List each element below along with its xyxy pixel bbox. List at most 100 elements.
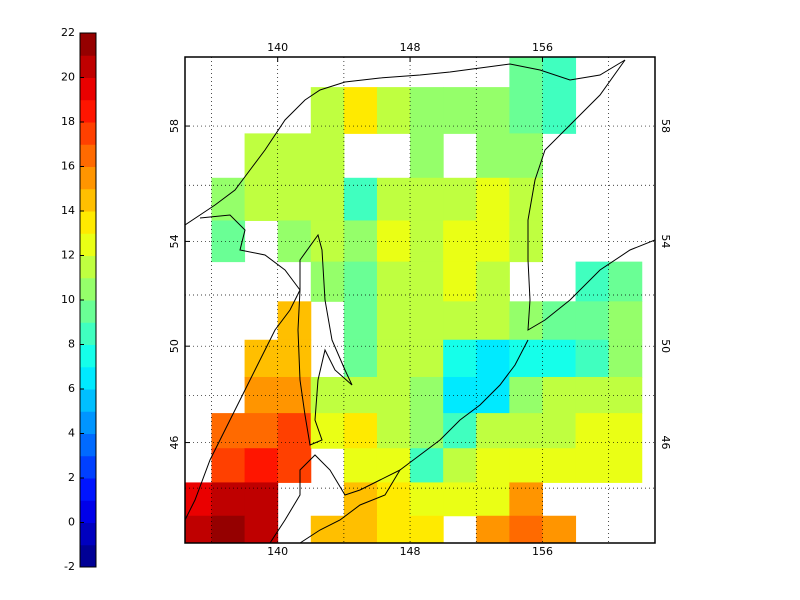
colorbar-segment bbox=[80, 322, 96, 345]
field-cell bbox=[608, 413, 643, 449]
colorbar-segment bbox=[80, 433, 96, 457]
field-cell bbox=[211, 448, 246, 483]
field-cell bbox=[376, 339, 411, 378]
field-cell bbox=[575, 301, 610, 341]
field-cell bbox=[410, 220, 444, 263]
field-cell bbox=[310, 261, 345, 302]
x-tick-label-top: 156 bbox=[532, 41, 553, 54]
field-cell bbox=[476, 87, 510, 134]
field-cell bbox=[608, 448, 643, 483]
field-cell bbox=[410, 448, 444, 483]
field-cell bbox=[343, 482, 378, 517]
field-cell bbox=[376, 515, 411, 543]
field-cell bbox=[343, 413, 378, 449]
field-cell bbox=[244, 448, 279, 483]
field-cell bbox=[277, 376, 312, 414]
field-cell bbox=[542, 413, 577, 449]
field-cell bbox=[476, 515, 510, 543]
colorbar-segment bbox=[80, 33, 96, 56]
field-cell bbox=[443, 448, 477, 483]
field-cell bbox=[343, 177, 378, 221]
colorbar-tick-label: 18 bbox=[61, 115, 75, 128]
colorbar-tick-label: 16 bbox=[61, 160, 75, 173]
field-cell bbox=[476, 261, 510, 302]
colorbar: -2 0 2 4 6 8 10 12 14 16 18 20 22 bbox=[61, 26, 96, 573]
field-cell bbox=[542, 301, 577, 341]
colorbar-tick-label: 2 bbox=[68, 471, 75, 484]
colorbar-segment bbox=[80, 99, 96, 123]
colorbar-tick-label: 10 bbox=[61, 293, 75, 306]
field-cell bbox=[542, 515, 577, 543]
field-cell bbox=[476, 448, 510, 483]
field-cell bbox=[277, 448, 312, 483]
coast-kamchatka bbox=[527, 59, 655, 331]
colorbar-segment bbox=[80, 55, 96, 78]
x-tick-label-top: 140 bbox=[267, 41, 288, 54]
field-cell bbox=[509, 133, 543, 179]
field-cell bbox=[608, 261, 643, 302]
field-cell bbox=[443, 376, 477, 414]
colorbar-segment bbox=[80, 233, 96, 256]
field bbox=[185, 57, 643, 543]
colorbar-segment bbox=[80, 500, 96, 523]
coast-sakhalin bbox=[297, 233, 353, 446]
field-cell bbox=[343, 515, 378, 543]
y-tick-label-left: 50 bbox=[168, 339, 181, 353]
field-cell bbox=[509, 448, 543, 483]
field-cell bbox=[343, 339, 378, 378]
colorbar-segment bbox=[80, 122, 96, 145]
field-cell bbox=[410, 261, 444, 302]
colorbar-segment bbox=[80, 411, 96, 434]
colorbar-segment bbox=[80, 300, 96, 323]
colorbar-segment bbox=[80, 455, 96, 479]
field-cell bbox=[443, 301, 477, 341]
field-cell bbox=[575, 376, 610, 414]
field-cell bbox=[443, 261, 477, 302]
colorbar-segment bbox=[80, 77, 96, 101]
field-cell bbox=[443, 339, 477, 378]
field-cell bbox=[277, 177, 312, 221]
colorbar-segment bbox=[80, 389, 96, 412]
colorbar-segment bbox=[80, 144, 96, 167]
colorbar-tick-label: 8 bbox=[68, 338, 75, 351]
field-cell bbox=[410, 133, 444, 179]
field-cell bbox=[509, 339, 543, 378]
colorbar-tick-label: 22 bbox=[61, 26, 75, 39]
field-cell bbox=[310, 220, 345, 263]
field-cell bbox=[277, 339, 312, 378]
coast-mainland bbox=[185, 214, 301, 521]
field-cell bbox=[244, 482, 279, 517]
colorbar-segment bbox=[80, 344, 96, 368]
field-cell bbox=[542, 376, 577, 414]
field-cell bbox=[343, 87, 378, 134]
field-cell bbox=[443, 413, 477, 449]
field-cell bbox=[310, 413, 345, 449]
colorbar-frame bbox=[79, 32, 97, 568]
colorbar-segment bbox=[80, 166, 96, 190]
y-tick-label-right: 46 bbox=[659, 436, 672, 450]
field-cell bbox=[277, 220, 312, 263]
graticule: 140 140 148 148 156 156 46 46 50 50 54 54 58 58 bbox=[168, 41, 672, 558]
field-cell bbox=[277, 413, 312, 449]
field-cell bbox=[211, 220, 246, 263]
field-cell bbox=[310, 133, 345, 179]
field-cell bbox=[211, 177, 246, 221]
field-cell bbox=[310, 177, 345, 221]
field-cell bbox=[509, 515, 543, 543]
field-cell bbox=[476, 301, 510, 341]
field-cell bbox=[509, 301, 543, 341]
field-cell bbox=[277, 301, 312, 341]
field-cell bbox=[211, 413, 246, 449]
field-cell bbox=[476, 413, 510, 449]
field-cell bbox=[575, 339, 610, 378]
coast-kurils bbox=[399, 339, 529, 471]
x-tick-label-bottom: 140 bbox=[267, 545, 288, 558]
coast-hokkaido bbox=[269, 454, 402, 543]
field-cell bbox=[542, 448, 577, 483]
colorbar-segment bbox=[80, 211, 96, 234]
field-cell bbox=[410, 413, 444, 449]
field-cell bbox=[277, 133, 312, 179]
field-cell bbox=[376, 301, 411, 341]
y-tick-label-right: 50 bbox=[659, 339, 672, 353]
